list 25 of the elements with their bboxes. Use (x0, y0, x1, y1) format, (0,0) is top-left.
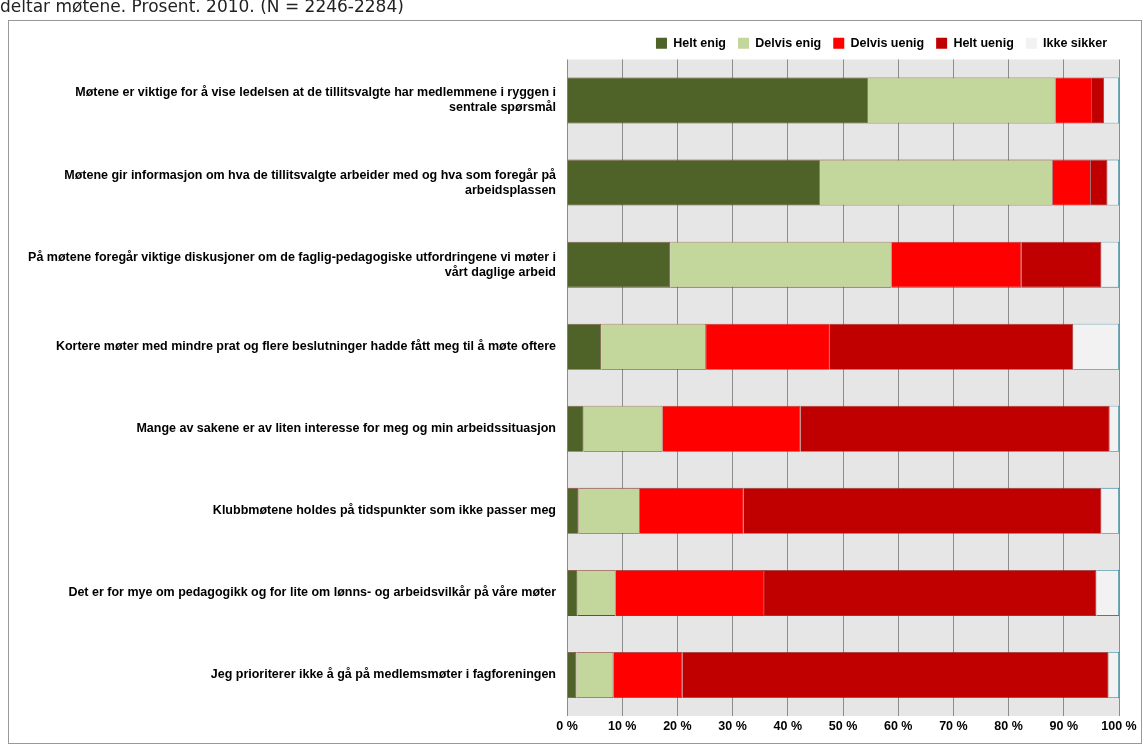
x-tick-label: 30 % (718, 718, 747, 733)
legend-label: Helt enig (673, 35, 727, 50)
x-tick-label: 20 % (663, 718, 692, 733)
x-tick-label: 50 % (828, 718, 858, 733)
y-tick-label: Mange av sakene er av liten interesse for meg og min arbeidssituasjon (136, 421, 556, 436)
x-tick-label: 70 % (939, 718, 968, 733)
y-tick-label: Kortere møter med mindre prat og flere beslutninger hadde fått meg til å møte oftere (55, 339, 557, 354)
x-tick-label: 100 % (1101, 718, 1137, 733)
legend-label: Helt uenig (953, 35, 1014, 50)
y-tick-label: Møtene gir informasjon om hva de tillitsvalgte arbeider med og hva som foregår på arbeidsplassen (64, 167, 557, 197)
y-tick-label: Jeg prioriterer ikke å gå på medlemsmøter i fagforeningen (210, 667, 556, 682)
y-tick-label: Klubbmøtene holdes på tidspunkter som ikke passer meg (212, 503, 556, 518)
x-tick-label: 0 % (556, 718, 578, 733)
x-tick-label: 80 % (994, 718, 1023, 733)
x-tick-label: 10 % (607, 718, 637, 733)
y-tick-label: På møtene foregår viktige diskusjoner om de faglig-pedagogiske utfordringene vi møter i vårt daglige arbeid (28, 249, 556, 279)
y-tick-label: Det er for mye om pedagogikk og for lite om lønns- og arbeidsvilkår på våre møter (68, 585, 557, 600)
legend-label: Delvis uenig (850, 35, 925, 50)
legend-label: Delvis enig (755, 35, 822, 50)
y-tick-label: Møtene er viktige for å vise ledelsen at de tillitsvalgte har medlemmene i ryggen i sentrale spørsmål (75, 85, 556, 115)
legend-label: Ikke sikker (1043, 35, 1108, 50)
x-tick-label: 90 % (1049, 718, 1079, 733)
text: deltar møtene. Prosent. 2010. (N = 2246-2284) (0, 0, 404, 16)
x-tick-label: 40 % (773, 718, 803, 733)
x-tick-label: 60 % (883, 718, 913, 733)
